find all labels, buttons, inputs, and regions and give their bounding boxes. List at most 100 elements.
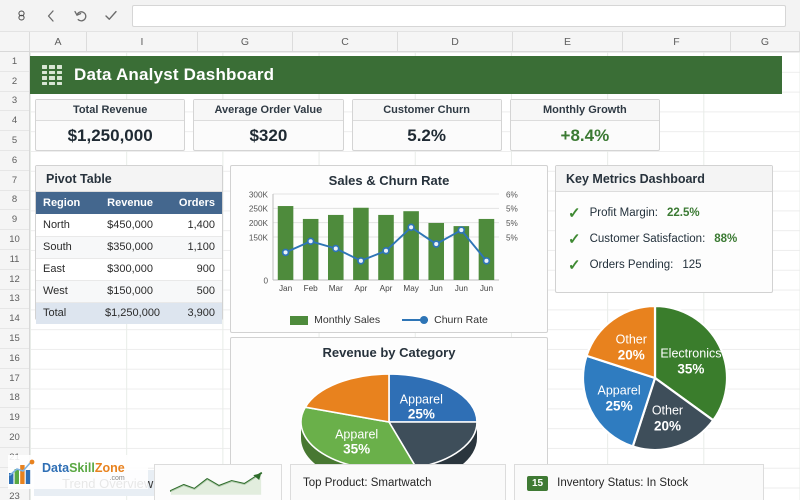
row-header-7[interactable]: 7 bbox=[0, 171, 29, 191]
kpi-card-total-revenue[interactable]: Total Revenue $1,250,000 bbox=[35, 99, 186, 151]
grid-icon bbox=[42, 65, 62, 85]
pivot-total-row[interactable]: Total $1,250,000 3,900 bbox=[36, 302, 222, 324]
row-header-15[interactable]: 15 bbox=[0, 329, 29, 349]
chart-title-revenue-category: Revenue by Category bbox=[322, 345, 456, 360]
chart-line-marker[interactable] bbox=[407, 223, 415, 232]
chart-bar[interactable] bbox=[277, 206, 294, 280]
row-header-12[interactable]: 12 bbox=[0, 270, 29, 290]
chart-line-marker[interactable] bbox=[332, 244, 340, 253]
column-header-0[interactable]: A bbox=[30, 32, 87, 51]
pie-slice[interactable] bbox=[585, 304, 657, 380]
kpi-card-customer-churn[interactable]: Customer Churn 5.2% bbox=[351, 99, 502, 151]
inventory-status-cell[interactable]: 15 Inventory Status: In Stock bbox=[514, 464, 764, 500]
table-row[interactable]: South $350,000 1,100 bbox=[36, 236, 222, 259]
kpi-label: Total Revenue bbox=[36, 100, 185, 121]
x-axis-tick-label: Apr bbox=[380, 284, 393, 293]
list-item[interactable]: ✓ Customer Satisfaction: 88% bbox=[568, 226, 772, 252]
chart-line-marker[interactable] bbox=[482, 257, 491, 265]
key-metrics-panel[interactable]: Key Metrics Dashboard ✓ Profit Margin: 2… bbox=[555, 165, 773, 293]
row-header-14[interactable]: 14 bbox=[0, 309, 29, 330]
row-header-16[interactable]: 16 bbox=[0, 349, 29, 369]
legend-item-monthly-sales[interactable]: Monthly Sales bbox=[290, 314, 380, 326]
row-header-18[interactable]: 18 bbox=[0, 389, 29, 409]
kpi-label: Monthly Growth bbox=[510, 100, 659, 121]
chart-line-marker[interactable] bbox=[281, 248, 290, 257]
column-header-4[interactable]: D bbox=[398, 32, 513, 51]
chart-line-marker[interactable] bbox=[357, 257, 365, 265]
row-header-9[interactable]: 9 bbox=[0, 210, 29, 231]
confirm-check-icon[interactable] bbox=[96, 3, 126, 29]
list-item[interactable]: ✓ Orders Pending: 125 bbox=[568, 252, 772, 278]
kpi-card-average-order-value[interactable]: Average Order Value $320 bbox=[193, 99, 344, 151]
table-row[interactable]: North $450,000 1,400 bbox=[36, 214, 222, 237]
sales-churn-chart-svg[interactable]: 0 150K 200K 250K 300K 6% 5% 5% 5% Jan Feb Mar Apr Apr… bbox=[231, 188, 547, 308]
sales-churn-chart-panel[interactable]: Sales & Churn Rate 0 150K 200K 250K 300K 6% 5%… bbox=[230, 165, 548, 333]
name-box-icon[interactable] bbox=[6, 3, 36, 29]
chart-line-marker[interactable] bbox=[457, 226, 466, 234]
row-header-19[interactable]: 19 bbox=[0, 408, 29, 429]
column-header-6[interactable]: F bbox=[623, 32, 731, 51]
pie-slice[interactable] bbox=[581, 354, 657, 448]
row-header-8[interactable]: 8 bbox=[0, 191, 29, 211]
undo-icon[interactable] bbox=[66, 3, 96, 29]
pie-slice-percent: 35% bbox=[677, 362, 704, 377]
column-header-2[interactable]: G bbox=[198, 32, 293, 51]
pivot-table[interactable]: Region Revenue Orders North $450,000 1,4… bbox=[36, 192, 222, 324]
chart-bar[interactable] bbox=[302, 218, 319, 280]
table-row[interactable]: East $300,000 900 bbox=[36, 258, 222, 281]
column-header-7[interactable]: G bbox=[731, 32, 800, 51]
column-header-1[interactable]: I bbox=[87, 32, 198, 51]
row-header-10[interactable]: 10 bbox=[0, 230, 29, 250]
pie-slice[interactable] bbox=[388, 373, 478, 423]
pie-slice[interactable] bbox=[304, 373, 390, 423]
row-header-11[interactable]: 11 bbox=[0, 250, 29, 270]
inventory-status-label: Inventory Status: In Stock bbox=[557, 477, 689, 489]
pivot-table-panel[interactable]: Pivot Table Region Revenue Orders North … bbox=[35, 165, 223, 324]
pie-slice[interactable] bbox=[631, 376, 715, 452]
select-all-corner[interactable] bbox=[0, 32, 30, 51]
row-header-2[interactable]: 2 bbox=[0, 72, 29, 92]
pie-slice[interactable] bbox=[653, 304, 729, 422]
row-header-20[interactable]: 20 bbox=[0, 428, 29, 448]
chart-bar[interactable] bbox=[453, 226, 470, 280]
spreadsheet-grid[interactable]: Data Analyst Dashboard Total Revenue $1,… bbox=[30, 52, 800, 500]
top-product-cell[interactable]: Top Product: Smartwatch bbox=[290, 464, 506, 500]
row-header-13[interactable]: 13 bbox=[0, 290, 29, 310]
row-header-4[interactable]: 4 bbox=[0, 111, 29, 132]
trend-overview-sparkline-cell[interactable] bbox=[154, 464, 282, 500]
table-row[interactable]: West $150,000 500 bbox=[36, 280, 222, 303]
chart-bar[interactable] bbox=[353, 207, 369, 280]
column-header-5[interactable]: E bbox=[513, 32, 623, 51]
row-header-23[interactable]: 23 bbox=[0, 488, 29, 500]
cell-region: East bbox=[36, 258, 98, 281]
row-header-1[interactable]: 1 bbox=[0, 52, 29, 72]
cell-orders: 500 bbox=[160, 280, 222, 303]
page-title: Data Analyst Dashboard bbox=[74, 65, 275, 84]
legend-item-churn-rate[interactable]: Churn Rate bbox=[402, 314, 488, 326]
chart-line-marker[interactable] bbox=[382, 247, 390, 255]
row-header-5[interactable]: 5 bbox=[0, 131, 29, 151]
row-header-6[interactable]: 6 bbox=[0, 151, 29, 171]
kpi-card-monthly-growth[interactable]: Monthly Growth +8.4% bbox=[509, 99, 660, 151]
column-header-bar: A I G C D E F G bbox=[0, 32, 800, 52]
cell-revenue: $150,000 bbox=[98, 280, 160, 303]
row-header-3[interactable]: 3 bbox=[0, 92, 29, 112]
chart-bar[interactable] bbox=[403, 211, 419, 280]
column-header-3[interactable]: C bbox=[293, 32, 398, 51]
row-header-17[interactable]: 17 bbox=[0, 369, 29, 389]
list-item[interactable]: ✓ Profit Margin: 22.5% bbox=[568, 200, 772, 226]
chart-bar[interactable] bbox=[428, 222, 445, 280]
kpi-value: $320 bbox=[249, 125, 288, 145]
back-chevron-icon[interactable] bbox=[36, 3, 66, 29]
chart-bar[interactable] bbox=[478, 218, 495, 280]
pivot-col-region[interactable]: Region bbox=[36, 192, 98, 214]
row-header-bar: 1234567891011121314151617181920212223 bbox=[0, 52, 30, 500]
formula-input[interactable] bbox=[132, 4, 786, 27]
legend-swatch-bar-icon bbox=[290, 315, 309, 325]
chart-line-marker[interactable] bbox=[432, 240, 440, 248]
pivot-col-revenue[interactable]: Revenue bbox=[98, 192, 160, 214]
y2-axis-tick-label: 5% bbox=[506, 233, 518, 242]
chart-line-marker[interactable] bbox=[306, 237, 315, 246]
pivot-col-orders[interactable]: Orders bbox=[160, 192, 222, 214]
